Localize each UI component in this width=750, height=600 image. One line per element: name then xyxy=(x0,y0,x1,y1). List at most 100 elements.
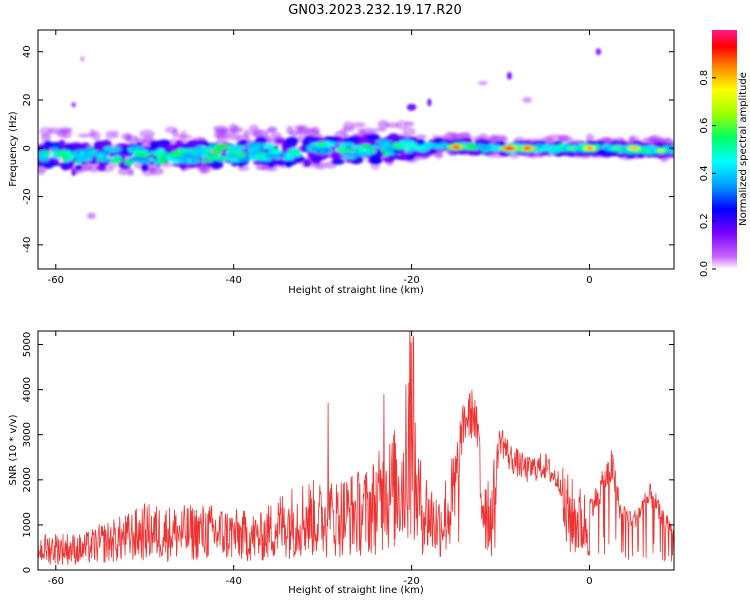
heatmap-cell xyxy=(229,145,241,152)
heatmap-cell xyxy=(585,133,595,143)
heatmap-cell xyxy=(49,141,62,150)
heatmap-cell xyxy=(613,146,620,150)
spectrogram-frame xyxy=(37,29,675,270)
heatmap-cell xyxy=(269,147,278,154)
heatmap-cell xyxy=(438,142,448,147)
heatmap-cell xyxy=(214,155,230,162)
spectrogram-y-axis-label: Frequency (Hz) xyxy=(8,111,19,187)
heatmap-cell xyxy=(263,143,275,149)
heatmap-cell xyxy=(319,149,326,153)
heatmap-cell xyxy=(207,155,215,163)
spectrogram-y-tick-label: 0 xyxy=(22,145,33,151)
snr-x-tick-label: -60 xyxy=(48,576,64,587)
heatmap-cell xyxy=(51,146,59,153)
heatmap-cell xyxy=(71,102,76,108)
heatmap-cell xyxy=(415,134,427,140)
colorbar-gradient xyxy=(712,30,737,269)
heatmap-cell xyxy=(477,80,488,86)
snr-frame xyxy=(37,330,675,571)
heatmap-cell xyxy=(383,150,391,157)
colorbar: 0.0 0.2 0.4 0.6 0.8 Normalized spectral ampl… xyxy=(699,30,749,277)
heatmap-cell xyxy=(337,137,344,143)
heatmap-cell xyxy=(38,169,46,176)
heatmap-cell xyxy=(248,124,259,133)
heatmap-cell xyxy=(41,157,49,162)
snr-y-tick-label: 4000 xyxy=(22,377,33,402)
heatmap-cell xyxy=(303,158,312,167)
heatmap-cell xyxy=(70,142,84,148)
colorbar-tick-label: 0.4 xyxy=(699,165,710,181)
heatmap-cell xyxy=(342,125,356,132)
heatmap-cell xyxy=(246,142,261,149)
colorbar-tick-label: 0.0 xyxy=(699,261,710,277)
heatmap-cell xyxy=(405,149,414,154)
heatmap-cell xyxy=(117,167,134,176)
snr-x-axis-label: Height of straight line (km) xyxy=(288,585,424,596)
spectrogram-x-tick-label: 0 xyxy=(586,275,592,286)
heatmap-cell xyxy=(391,142,404,149)
snr-y-tick-label: 3000 xyxy=(22,422,33,447)
heatmap-cell xyxy=(406,103,417,111)
heatmap-cell xyxy=(86,212,96,220)
heatmap-cell xyxy=(157,157,168,164)
heatmap-cell xyxy=(74,164,83,170)
heatmap-cell xyxy=(568,146,575,150)
spectrogram-y-tick-label: 20 xyxy=(22,94,33,107)
heatmap-cell xyxy=(177,133,185,139)
snr-y-tick-label: 0 xyxy=(22,567,33,573)
heatmap-cell xyxy=(39,126,52,136)
snr-y-ticks: 0 1000 2000 3000 4000 5000 xyxy=(22,332,674,573)
heatmap-cell xyxy=(77,133,92,138)
heatmap-cell xyxy=(524,146,531,150)
heatmap-cell xyxy=(513,136,525,142)
spectrogram-y-tick-label: -20 xyxy=(22,188,33,204)
heatmap-cell xyxy=(200,159,208,164)
heatmap-cell xyxy=(243,129,251,138)
heatmap-cell xyxy=(229,123,239,133)
snr-x-tick-label: -20 xyxy=(403,576,419,587)
heatmap-cell xyxy=(172,128,179,138)
heatmap-cell xyxy=(357,138,370,144)
heatmap-cell xyxy=(358,146,365,153)
heatmap-cell xyxy=(535,143,543,149)
figure-title: GN03.2023.232.19.17.R20 xyxy=(288,3,462,18)
heatmap-cell xyxy=(213,143,229,150)
heatmap-cell xyxy=(91,131,101,141)
heatmap-cell xyxy=(101,139,112,149)
heatmap-cell xyxy=(71,168,76,177)
heatmap-cell xyxy=(229,157,239,163)
heatmap-cell xyxy=(133,152,150,158)
heatmap-cell xyxy=(630,146,637,150)
heatmap-cell xyxy=(453,145,460,149)
heatmap-cell xyxy=(595,48,602,56)
heatmap-cell xyxy=(606,151,617,157)
colorbar-tick-label: 0.8 xyxy=(699,70,710,86)
heatmap-cell xyxy=(294,152,303,157)
heatmap-cell xyxy=(110,157,124,162)
heatmap-cell xyxy=(136,157,150,164)
heatmap-cell xyxy=(267,160,275,168)
heatmap-cell xyxy=(274,137,286,144)
heatmap-cell xyxy=(50,161,61,167)
heatmap-cell xyxy=(368,155,383,165)
heatmap-cell xyxy=(316,141,326,148)
heatmap-cell xyxy=(127,156,139,162)
heatmap-cell xyxy=(254,153,268,159)
spectrogram-x-tick-label: -20 xyxy=(403,275,419,286)
spectrogram-y-ticks: -40 -20 0 20 40 xyxy=(22,45,674,253)
heatmap-cell xyxy=(341,155,357,160)
heatmap-cell xyxy=(88,163,99,173)
heatmap-cell xyxy=(338,142,354,147)
snr-y-tick-label: 5000 xyxy=(22,332,33,357)
heatmap-cell xyxy=(282,141,292,147)
heatmap-cell xyxy=(38,151,46,156)
colorbar-tick-label: 0.2 xyxy=(699,213,710,229)
heatmap-cell xyxy=(354,151,369,157)
heatmap-cell xyxy=(60,129,71,135)
heatmap-cell xyxy=(62,156,70,163)
spectrogram-heatmap xyxy=(38,48,674,220)
heatmap-cell xyxy=(306,145,314,152)
heatmap-cell xyxy=(61,163,70,171)
heatmap-cell xyxy=(54,150,69,157)
heatmap-cell xyxy=(267,128,276,133)
